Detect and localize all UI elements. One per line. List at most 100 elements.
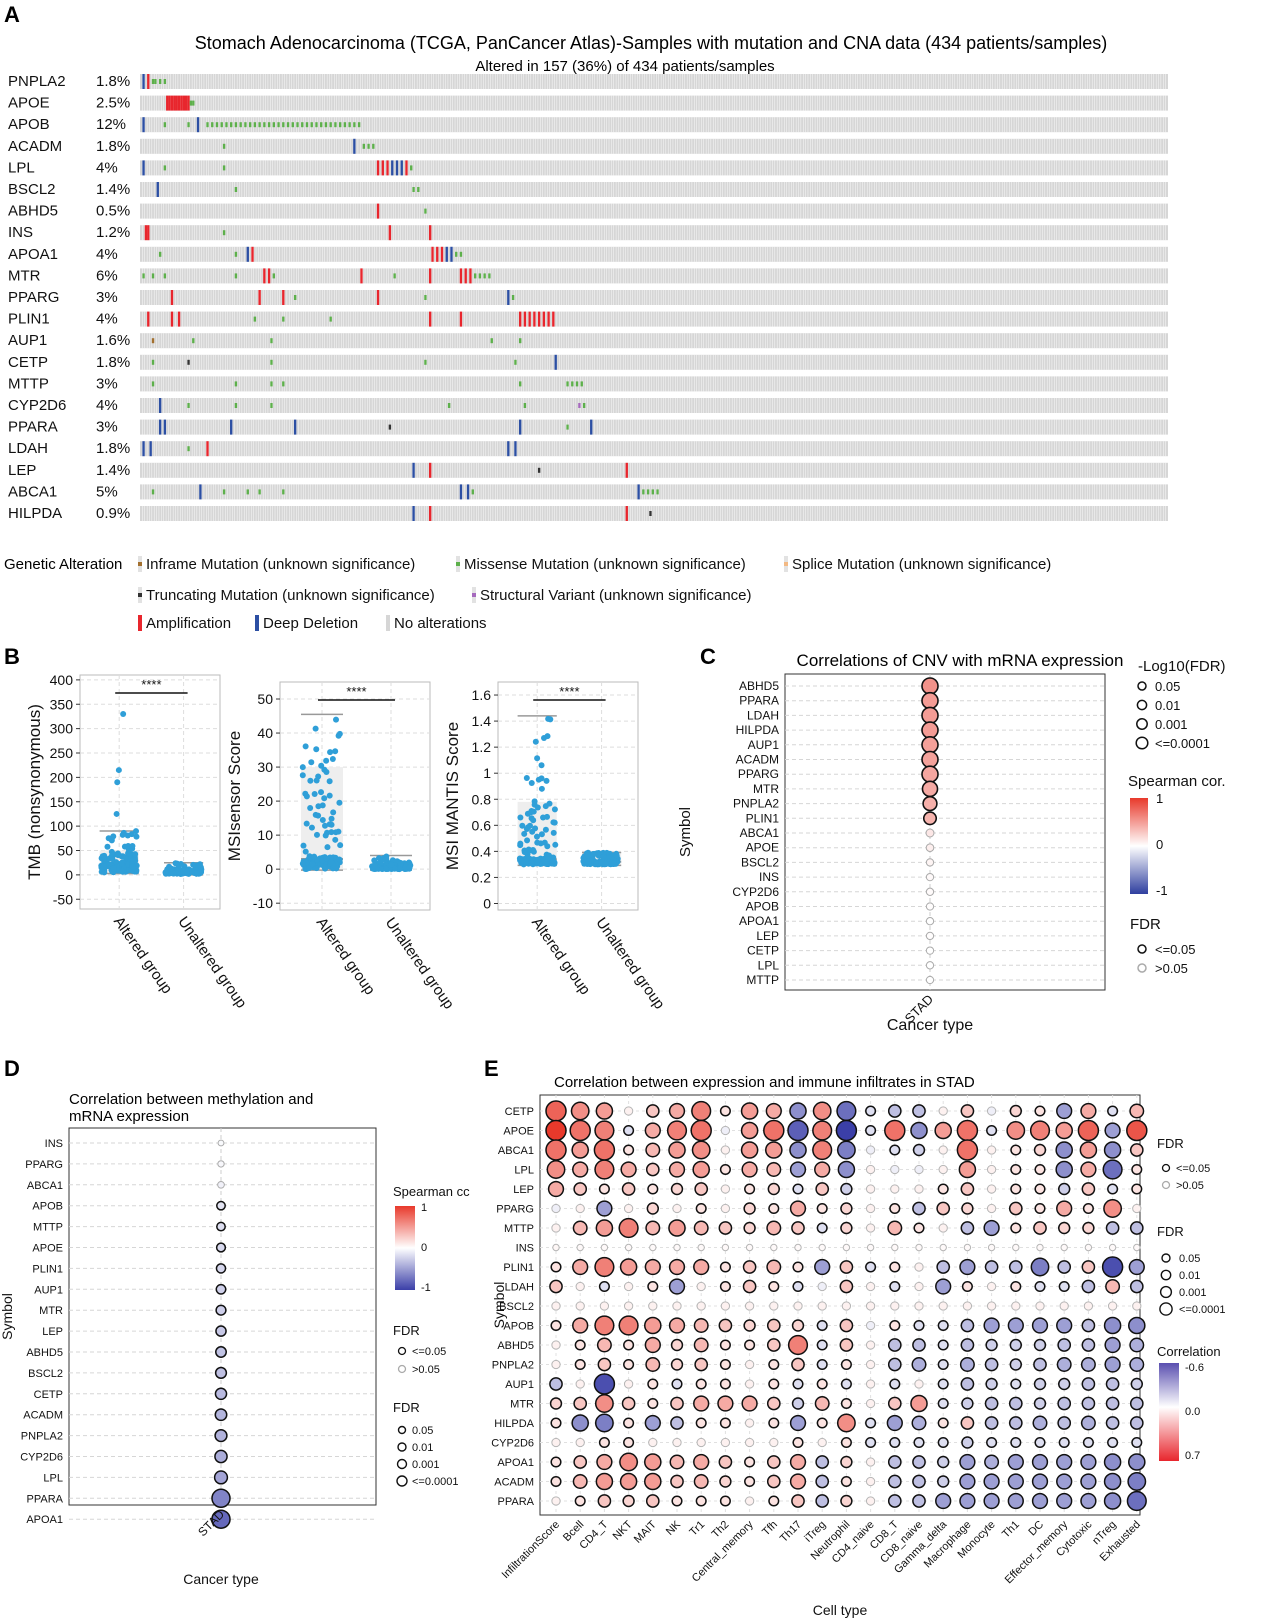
data-point (323, 768, 330, 775)
gene-label: CYP2D6 (20, 1452, 63, 1464)
correlation-dot (889, 1202, 901, 1215)
data-point (332, 748, 339, 755)
correlation-dot (668, 1278, 686, 1295)
correlation-dot (576, 1243, 584, 1252)
data-point (328, 821, 335, 828)
gene-label: ABCA1 (498, 1145, 534, 1157)
correlation-dot (983, 1219, 1000, 1237)
legend-deep_deletion-label: Deep Deletion (263, 615, 358, 632)
missense-cell (222, 230, 226, 236)
correlation-dot (768, 1280, 780, 1293)
missense-cell (305, 122, 309, 128)
missense-cell (267, 122, 271, 128)
data-point (524, 837, 531, 844)
correlation-dot (1083, 1301, 1094, 1311)
correlation-dot (1034, 1105, 1046, 1117)
correlation-dot (618, 1217, 639, 1239)
gene-label: CYP2D6 (8, 397, 66, 414)
fdr-legend-symbol (1161, 1180, 1171, 1190)
missense-cell (367, 143, 370, 149)
size-legend-symbol (1136, 718, 1148, 730)
missense-cell (258, 489, 261, 495)
fdr-legend-title: FDR (1130, 916, 1161, 933)
correlation-dot (1105, 1377, 1120, 1391)
color-bar-tick: -1 (1156, 883, 1168, 898)
missense-cell (324, 122, 328, 128)
sample-separators (142, 203, 1166, 219)
immune-title: Correlation between expression and immun… (554, 1074, 975, 1091)
data-point (333, 716, 340, 723)
percent-label: 0.9% (96, 505, 130, 522)
gene-label: ABHD5 (8, 203, 58, 220)
correlation-dot (545, 1119, 567, 1142)
correlation-dot (718, 1318, 733, 1333)
correlation-dot (719, 1261, 731, 1273)
data-point (534, 755, 541, 762)
missense-cell (343, 122, 347, 128)
correlation-dot (1031, 1473, 1049, 1490)
percent-label: 1.4% (96, 462, 130, 479)
gene-label: APOB (8, 116, 50, 133)
correlation-dot (623, 1106, 634, 1116)
gene-label: CETP (8, 354, 48, 371)
missense-cell (215, 122, 219, 128)
correlation-dot (768, 1202, 780, 1215)
fdr-legend-symbol (397, 1346, 407, 1356)
correlation-dot (986, 1436, 998, 1449)
correlation-dot (598, 1436, 610, 1449)
correlation-dot (546, 1160, 566, 1179)
cell-type-label: Th1 (1000, 1519, 1022, 1541)
correlation-dot (692, 1160, 711, 1179)
gene-label: PPARG (496, 1204, 534, 1216)
missense-cell (301, 122, 304, 128)
correlation-dot (668, 1161, 686, 1178)
correlation-dot (960, 1182, 975, 1196)
correlation-dot (887, 1455, 902, 1469)
gene-label: LEP (8, 462, 36, 479)
correlation-dot (550, 1319, 562, 1332)
correlation-dot (770, 1243, 778, 1252)
correlation-dot (1056, 1317, 1073, 1334)
deep-deletion-cell (293, 419, 297, 435)
correlation-dot (1055, 1141, 1073, 1159)
correlation-dot (792, 1378, 804, 1390)
data-point (315, 803, 322, 810)
correlation-dot (767, 1182, 780, 1196)
missense-cell (459, 251, 463, 257)
color-bar-tick: 0 (421, 1242, 427, 1254)
deep-deletion-cell (246, 246, 249, 262)
deep-deletion-cell (163, 419, 167, 435)
data-point (302, 848, 309, 855)
correlation-dot (1107, 1183, 1119, 1195)
missense-cell (483, 273, 486, 279)
correlation-dot (669, 1454, 685, 1470)
correlation-dot (1033, 1143, 1047, 1157)
gene-label: PLIN1 (8, 311, 50, 328)
data-point (326, 778, 333, 785)
size-legend-label: 0.01 (1179, 1270, 1200, 1282)
correlation-dot (768, 1495, 780, 1507)
y-tick-label: 350 (50, 696, 74, 712)
percent-label: 0.5% (96, 203, 130, 220)
amplification-cell (428, 268, 432, 284)
correlation-dot (1010, 1163, 1022, 1176)
oncoprint-panel: PNPLA2 1.8% APOE 2.5% APOB 12% ACADM 1.8% LPL 4% B… (8, 73, 1168, 522)
correlation-dot (925, 887, 935, 896)
amplification-cell (428, 311, 432, 327)
correlation-dot (1081, 1182, 1096, 1196)
correlation-dot (623, 1301, 634, 1311)
data-point (602, 861, 609, 868)
correlation-dot (921, 677, 939, 695)
size-legend-label: 0.001 (1155, 717, 1188, 732)
correlation-dot (691, 1140, 711, 1160)
missense-cell (272, 273, 276, 279)
sample-separators (142, 246, 1166, 262)
correlation-dot (550, 1417, 562, 1429)
correlation-dot (887, 1396, 902, 1411)
correlation-dot (618, 1315, 639, 1336)
missense-cell (582, 403, 586, 408)
correlation-dot (1105, 1221, 1120, 1235)
data-point (533, 833, 540, 840)
data-point (183, 869, 190, 876)
correlation-dot (572, 1220, 588, 1236)
